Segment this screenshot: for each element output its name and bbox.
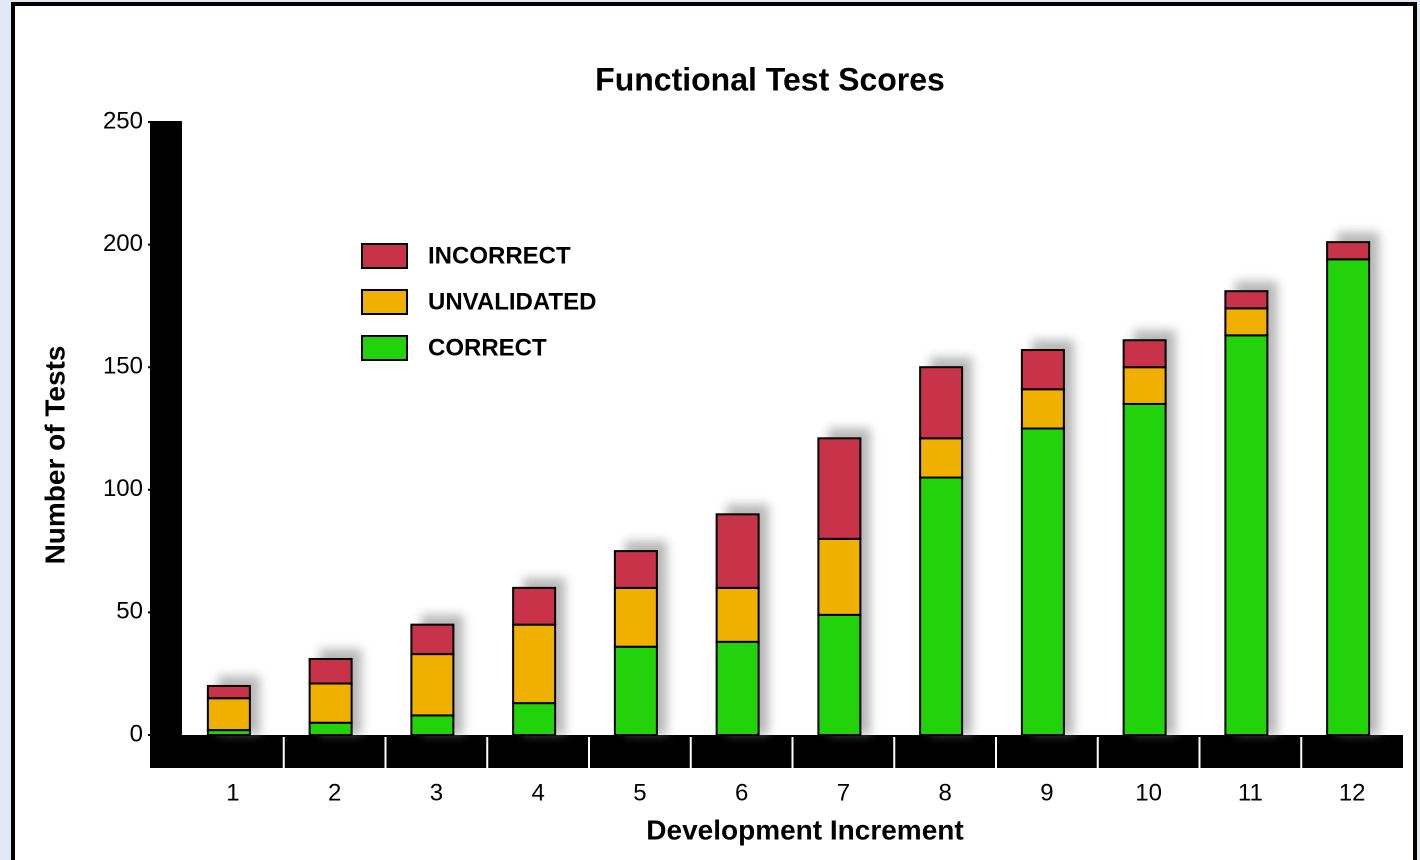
- legend-swatch: [361, 243, 408, 269]
- bar-segment: [817, 537, 862, 616]
- x-tick-label: 10: [1135, 779, 1162, 806]
- chart-title: Functional Test Scores: [595, 61, 945, 97]
- legend-label: UNVALIDATED: [428, 288, 596, 315]
- bar-segment: [308, 657, 353, 685]
- bar-segment: [1122, 366, 1167, 405]
- bar-segment: [1020, 349, 1065, 391]
- bar-segment: [1122, 339, 1167, 369]
- bar-segment: [715, 586, 760, 643]
- x-tick-label: 4: [531, 779, 544, 806]
- bar-segment: [1122, 402, 1167, 736]
- bar-segment: [1020, 427, 1065, 736]
- bar-segment: [512, 623, 557, 705]
- y-tick-label: 100: [103, 475, 143, 502]
- x-tick-label: 5: [633, 779, 646, 806]
- bar-segment: [1020, 388, 1065, 430]
- bar-segment: [919, 366, 964, 440]
- bar-segment: [206, 697, 251, 732]
- bar-segment: [1326, 241, 1371, 261]
- bar-segment: [919, 437, 964, 479]
- y-axis-bar: [150, 122, 182, 735]
- legend-label: INCORRECT: [428, 242, 571, 269]
- bar-segment: [1224, 334, 1269, 736]
- bar-segment: [410, 623, 455, 656]
- bar-segment: [817, 437, 862, 540]
- bar-segment: [410, 714, 455, 736]
- y-tick-label: 250: [103, 107, 143, 134]
- legend-label: CORRECT: [428, 334, 547, 361]
- x-axis-label: Development Increment: [646, 814, 963, 845]
- bar-segment: [308, 721, 353, 736]
- bar-segment: [308, 682, 353, 724]
- x-tick-label: 9: [1040, 779, 1053, 806]
- x-tick-label: 8: [938, 779, 951, 806]
- legend-swatch: [361, 289, 408, 315]
- x-tick-label: 3: [430, 779, 443, 806]
- bar-segment: [1224, 290, 1269, 310]
- y-axis-label: Number of Tests: [39, 346, 70, 565]
- y-tick-label: 0: [130, 720, 143, 747]
- bar-segment: [715, 640, 760, 736]
- bar-segment: [410, 653, 455, 717]
- bar-segment: [919, 476, 964, 736]
- y-tick-label: 50: [116, 598, 143, 625]
- y-tick-label: 150: [103, 353, 143, 380]
- x-tick-label: 7: [837, 779, 850, 806]
- x-tick-label: 11: [1238, 779, 1263, 806]
- bar-segment: [613, 586, 658, 648]
- bar-segment: [613, 550, 658, 589]
- bar-segment: [206, 684, 251, 700]
- x-tick-label: 1: [226, 779, 239, 806]
- legend-swatch: [361, 335, 408, 361]
- bar-segment: [1326, 258, 1371, 736]
- bar-segment: [512, 586, 557, 626]
- bar-segment: [715, 513, 760, 589]
- bar-segment: [512, 702, 557, 737]
- y-tick-label: 200: [103, 230, 143, 257]
- x-tick-label: 6: [735, 779, 748, 806]
- x-tick-label: 12: [1339, 779, 1366, 806]
- bar-segment: [1224, 307, 1269, 337]
- bar-segment: [613, 645, 658, 737]
- bar-segment: [817, 613, 862, 736]
- x-axis-bar: [150, 735, 1403, 768]
- x-tick-label: 2: [328, 779, 341, 806]
